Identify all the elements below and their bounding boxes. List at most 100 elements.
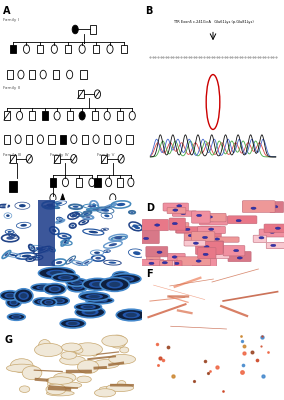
- Ellipse shape: [93, 208, 102, 210]
- Ellipse shape: [94, 252, 100, 254]
- Ellipse shape: [89, 281, 106, 288]
- Ellipse shape: [58, 275, 74, 280]
- Text: B: B: [145, 6, 152, 16]
- Ellipse shape: [4, 293, 16, 298]
- Bar: [10, 154, 16, 163]
- Bar: [49, 135, 55, 144]
- Ellipse shape: [46, 391, 74, 396]
- Ellipse shape: [75, 303, 101, 311]
- Ellipse shape: [91, 298, 108, 302]
- Ellipse shape: [116, 273, 126, 278]
- FancyBboxPatch shape: [192, 211, 210, 223]
- Ellipse shape: [0, 291, 20, 300]
- Ellipse shape: [77, 376, 91, 383]
- Ellipse shape: [55, 202, 62, 205]
- Ellipse shape: [36, 247, 44, 250]
- Ellipse shape: [18, 292, 29, 300]
- Ellipse shape: [82, 221, 86, 223]
- FancyBboxPatch shape: [184, 240, 205, 246]
- Ellipse shape: [47, 377, 73, 384]
- Ellipse shape: [8, 231, 12, 233]
- Ellipse shape: [120, 277, 131, 281]
- FancyBboxPatch shape: [266, 242, 284, 249]
- Text: D: D: [146, 203, 154, 213]
- Circle shape: [180, 227, 185, 229]
- Circle shape: [24, 45, 30, 53]
- Bar: [82, 135, 88, 144]
- Circle shape: [72, 25, 78, 34]
- FancyBboxPatch shape: [195, 241, 223, 254]
- Circle shape: [89, 178, 95, 187]
- Circle shape: [106, 178, 112, 187]
- Circle shape: [211, 253, 216, 255]
- Polygon shape: [60, 194, 65, 200]
- Text: TTR Exon5 c.241G>A   Glu61Lys (p.Glu81Lys): TTR Exon5 c.241G>A Glu61Lys (p.Glu81Lys): [173, 20, 253, 24]
- Ellipse shape: [52, 273, 79, 282]
- Ellipse shape: [118, 277, 127, 280]
- Circle shape: [66, 70, 73, 79]
- Ellipse shape: [75, 213, 80, 215]
- Text: F: F: [146, 269, 153, 279]
- Circle shape: [273, 206, 278, 208]
- Ellipse shape: [19, 386, 30, 392]
- Bar: [29, 70, 35, 79]
- Circle shape: [237, 257, 242, 259]
- Ellipse shape: [131, 212, 133, 213]
- Ellipse shape: [67, 282, 88, 292]
- Ellipse shape: [60, 356, 85, 365]
- Ellipse shape: [74, 347, 83, 353]
- Ellipse shape: [92, 282, 103, 286]
- Ellipse shape: [38, 340, 51, 353]
- Circle shape: [213, 249, 218, 251]
- Ellipse shape: [9, 254, 16, 256]
- Ellipse shape: [71, 214, 76, 217]
- Ellipse shape: [80, 305, 96, 309]
- Ellipse shape: [71, 225, 74, 227]
- Ellipse shape: [79, 292, 109, 301]
- Ellipse shape: [109, 243, 117, 246]
- Ellipse shape: [75, 307, 105, 318]
- FancyBboxPatch shape: [206, 237, 239, 242]
- Ellipse shape: [78, 360, 99, 374]
- Bar: [60, 135, 66, 144]
- FancyBboxPatch shape: [167, 261, 182, 267]
- Ellipse shape: [51, 287, 59, 291]
- Text: A: A: [3, 6, 10, 16]
- Circle shape: [197, 214, 202, 217]
- Ellipse shape: [11, 315, 22, 319]
- Circle shape: [110, 194, 116, 202]
- Ellipse shape: [84, 310, 96, 314]
- Ellipse shape: [28, 258, 33, 260]
- FancyBboxPatch shape: [228, 252, 251, 262]
- Ellipse shape: [92, 203, 96, 208]
- Ellipse shape: [50, 248, 53, 250]
- Ellipse shape: [11, 233, 15, 236]
- Bar: [117, 178, 123, 187]
- Ellipse shape: [133, 224, 139, 228]
- Circle shape: [193, 242, 199, 244]
- Ellipse shape: [93, 360, 119, 368]
- Ellipse shape: [89, 231, 98, 234]
- Circle shape: [162, 262, 167, 264]
- FancyBboxPatch shape: [169, 218, 185, 230]
- FancyBboxPatch shape: [264, 224, 284, 233]
- Bar: [104, 135, 110, 144]
- Bar: [41, 112, 48, 120]
- FancyBboxPatch shape: [142, 219, 168, 231]
- FancyBboxPatch shape: [259, 229, 284, 237]
- Ellipse shape: [20, 293, 27, 298]
- Text: Family V: Family V: [97, 153, 115, 157]
- Ellipse shape: [106, 250, 108, 252]
- Ellipse shape: [74, 285, 82, 288]
- Ellipse shape: [48, 206, 55, 208]
- Ellipse shape: [106, 384, 134, 392]
- Ellipse shape: [62, 235, 67, 237]
- Ellipse shape: [99, 386, 116, 391]
- Ellipse shape: [86, 294, 95, 297]
- Ellipse shape: [22, 366, 42, 380]
- Ellipse shape: [36, 257, 40, 259]
- Circle shape: [144, 237, 149, 240]
- Ellipse shape: [72, 284, 83, 290]
- Ellipse shape: [13, 316, 20, 318]
- Ellipse shape: [7, 364, 37, 372]
